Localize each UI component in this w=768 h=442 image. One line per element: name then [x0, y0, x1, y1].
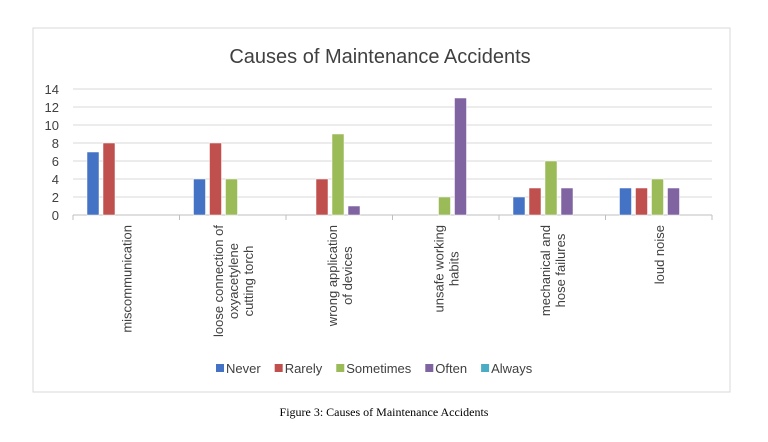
- legend-label: Never: [226, 361, 261, 376]
- bar-never: [193, 178, 206, 216]
- legend-swatch: [216, 364, 224, 372]
- bar-sometimes: [225, 178, 238, 216]
- x-tick-label: loose connection of: [211, 225, 226, 337]
- x-category-label: miscommunication: [119, 225, 134, 333]
- legend-swatch: [274, 364, 283, 372]
- bar-often: [667, 187, 680, 216]
- y-tick-label: 10: [45, 118, 59, 133]
- y-tick-label: 8: [52, 136, 59, 151]
- y-tick-label: 0: [52, 208, 59, 223]
- bar-rarely: [315, 178, 329, 216]
- y-tick-label: 14: [45, 82, 59, 97]
- y-tick-label: 2: [52, 190, 59, 205]
- bar-sometimes: [544, 160, 558, 216]
- bar-rarely: [635, 187, 648, 216]
- bar-rarely: [209, 142, 222, 216]
- legend-label: Always: [491, 361, 533, 376]
- legend-swatch: [336, 364, 345, 372]
- bar-often: [347, 205, 361, 216]
- bar-often: [560, 187, 574, 216]
- legend-item-always: Always: [481, 361, 533, 376]
- legend-label: Sometimes: [346, 361, 412, 376]
- bar-sometimes: [651, 178, 664, 216]
- x-tick-label: hose failures: [553, 233, 568, 307]
- x-tick-label: oxyacetylene: [226, 243, 241, 319]
- bar-often: [454, 97, 467, 216]
- x-tick-label: cutting torch: [241, 246, 256, 317]
- x-tick-label: of devices: [340, 246, 355, 305]
- x-tick-label: unsafe working: [431, 225, 446, 312]
- x-tick-label: mechanical and: [538, 225, 553, 316]
- chart-title: Causes of Maintenance Accidents: [229, 46, 530, 68]
- legend-item-never: Never: [216, 361, 261, 376]
- y-tick-label: 6: [52, 154, 59, 169]
- bar-rarely: [102, 142, 116, 216]
- x-category-label: unsafe working habits: [431, 225, 461, 312]
- legend-label: Often: [435, 361, 467, 376]
- y-tick-label: 12: [45, 100, 59, 115]
- x-category-label: mechanical and hose failures: [538, 225, 568, 316]
- bar-rarely: [528, 187, 542, 216]
- x-category-label: wrong application of devices: [325, 225, 355, 327]
- x-tick-label: wrong application: [325, 225, 340, 327]
- y-tick-label: 4: [52, 172, 59, 187]
- legend-item-sometimes: Sometimes: [336, 361, 412, 376]
- legend-label: Rarely: [285, 361, 323, 376]
- x-category-label: loose connection of oxyacetylene cutting t…: [211, 225, 256, 337]
- legend-swatch: [425, 364, 434, 372]
- bar-never: [619, 187, 632, 216]
- legend-item-rarely: Rarely: [274, 361, 323, 376]
- bar-sometimes: [331, 133, 345, 216]
- x-tick-label: miscommunication: [119, 225, 134, 333]
- figure-caption: Figure 3: Causes of Maintenance Accident…: [279, 405, 489, 419]
- bar-never: [512, 196, 526, 216]
- x-category-label: loud noise: [652, 225, 667, 284]
- legend-item-often: Often: [425, 361, 467, 376]
- x-tick-label: habits: [446, 251, 461, 286]
- bar-chart: Causes of Maintenance Accidents 0 2 4 6 8 10 1…: [32, 27, 731, 393]
- bar-sometimes: [438, 196, 451, 216]
- bar-never: [86, 151, 100, 216]
- x-tick-label: loud noise: [652, 225, 667, 284]
- legend-swatch: [481, 364, 490, 372]
